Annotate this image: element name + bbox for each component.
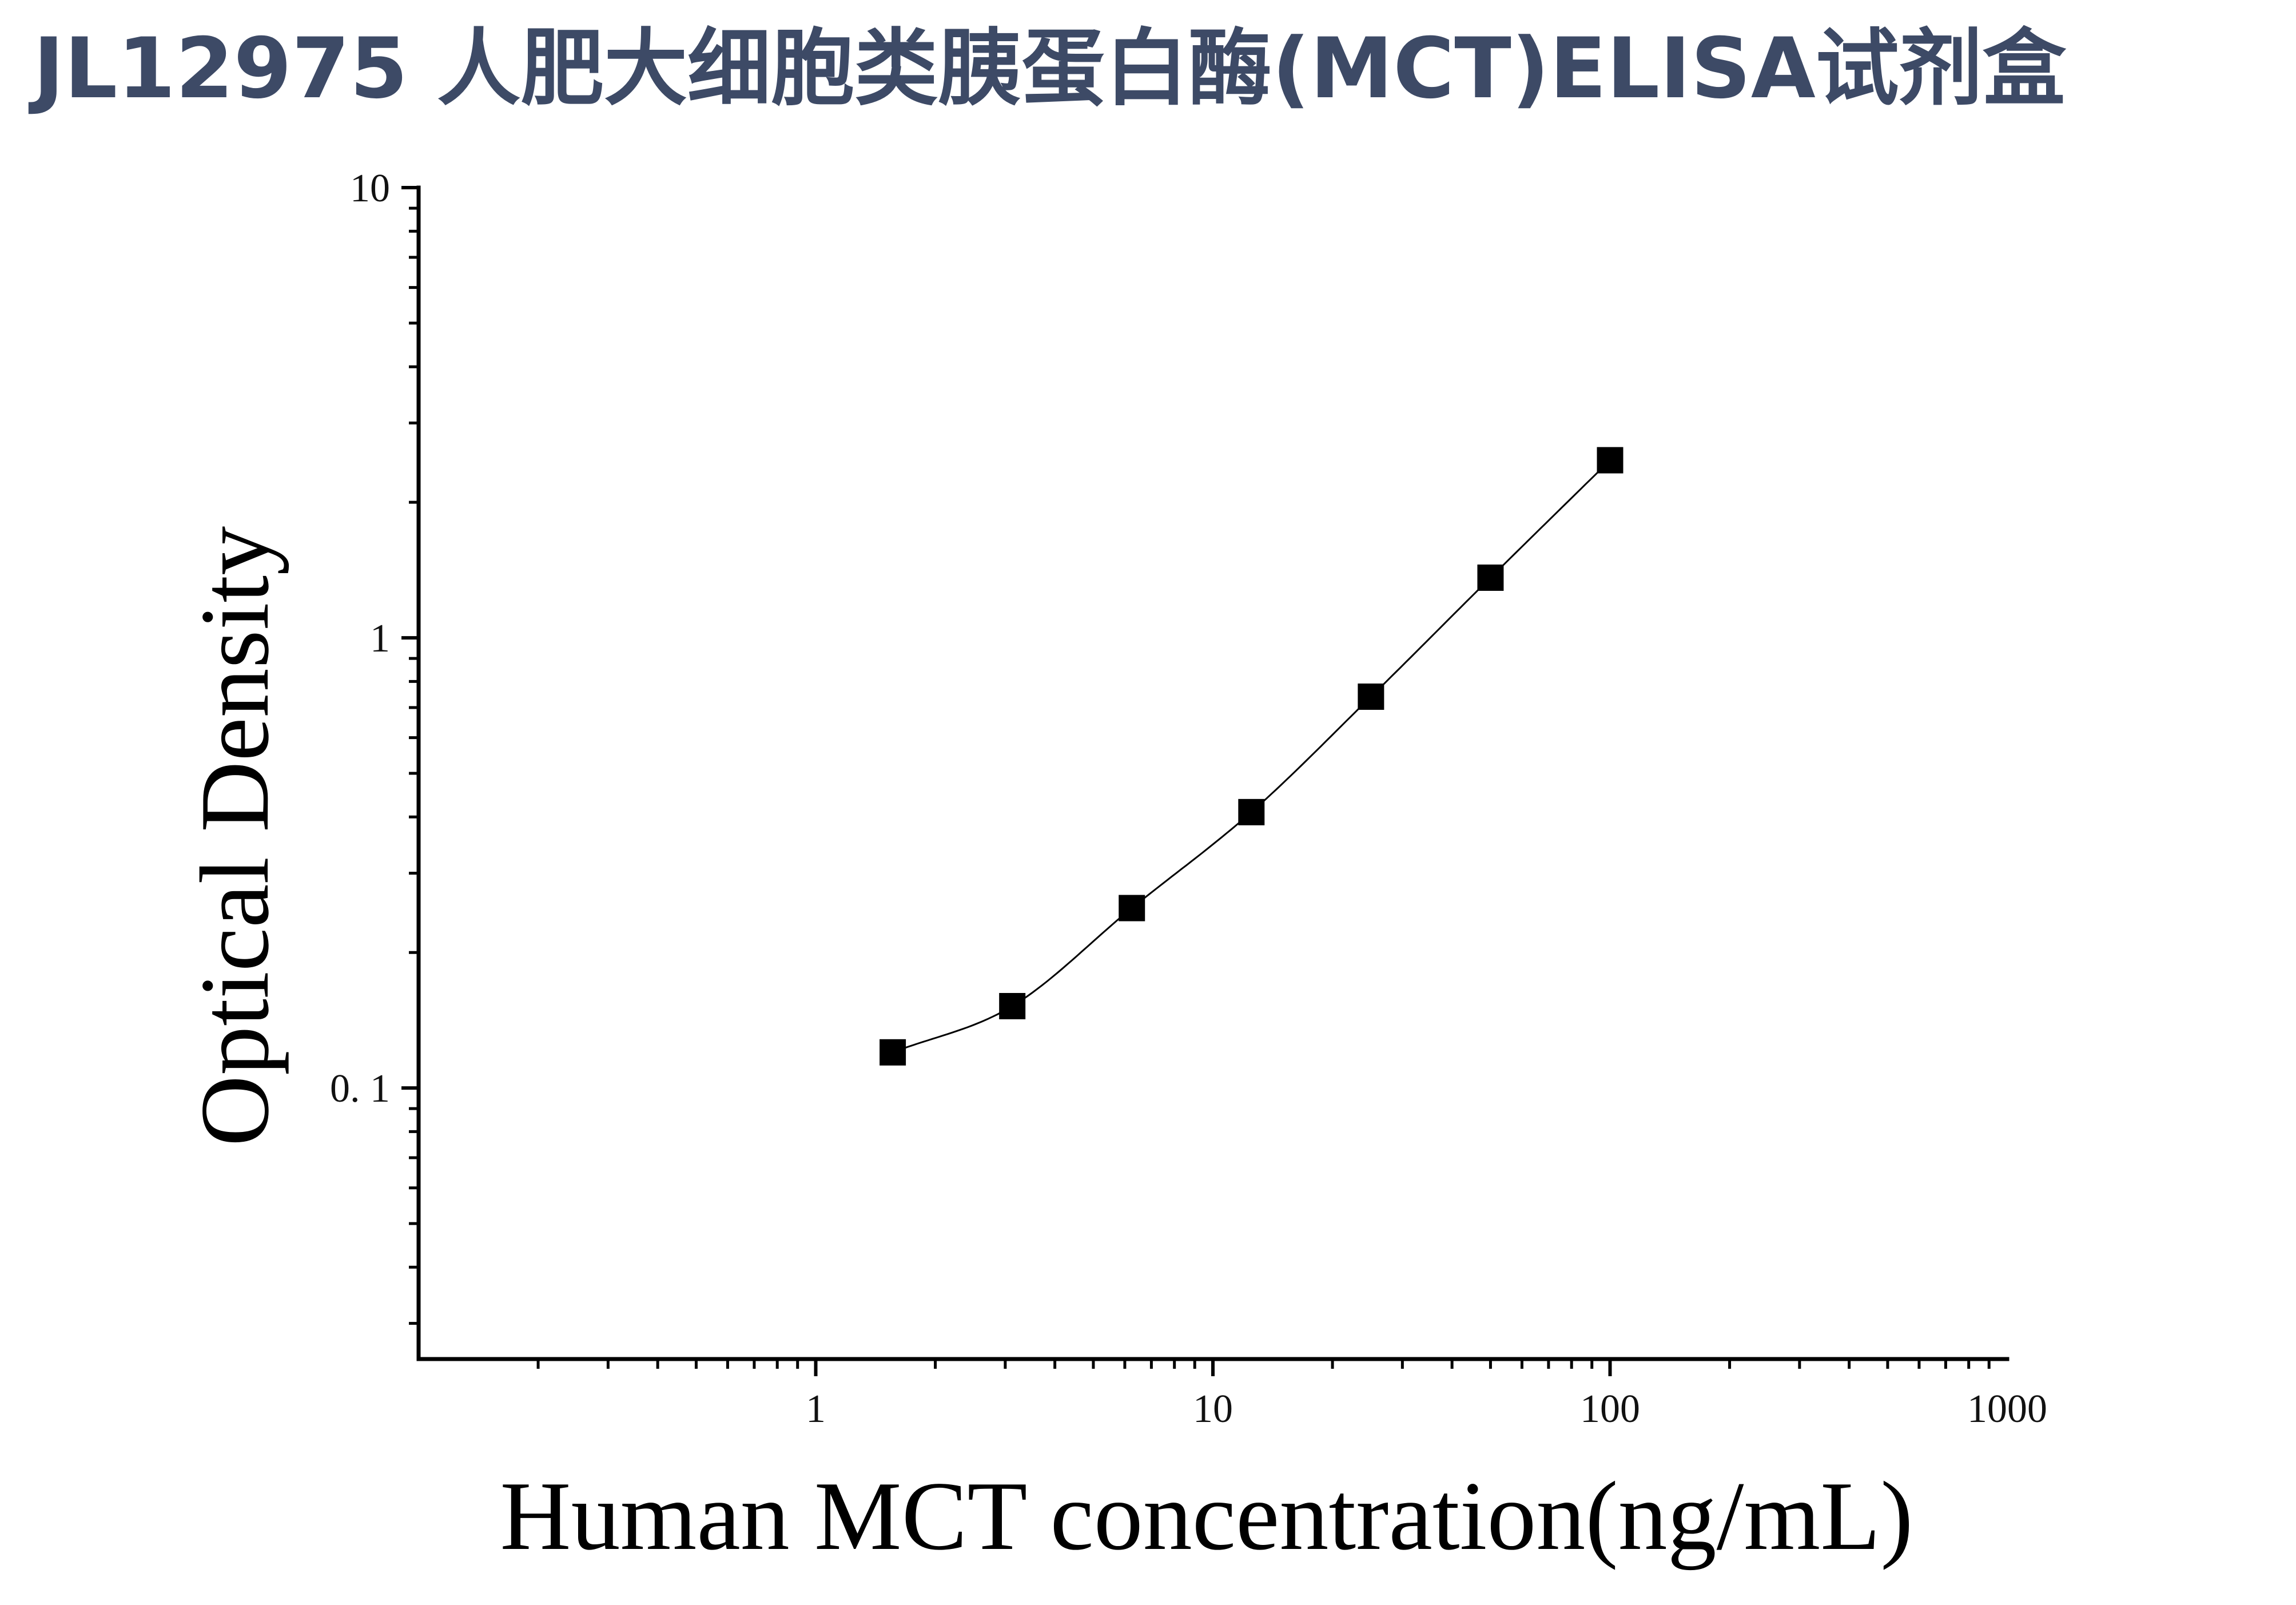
x-tick-label: 1000 [1967,1387,2047,1431]
axes [416,185,2010,1361]
x-axis-title: Human MCT concentration(ng/mL) [500,1462,1913,1571]
y-tick-label: 10 [350,166,390,210]
x-tick-label: 10 [1193,1387,1233,1431]
y-tick-label: 0. 1 [330,1067,390,1111]
x-tick-label: 100 [1580,1387,1640,1431]
data-point-marker [1238,798,1265,825]
fit-curve [892,459,1611,1054]
axis-ticks [401,186,1991,1376]
y-axis-title: Optical Density [181,526,289,1146]
tick-labels: 1 10 100 1000 0. 1 1 10 [330,166,2047,1431]
fit-curve-layer [892,459,1611,1054]
data-point-marker [1358,683,1384,710]
y-tick-label: 1 [370,617,390,661]
x-tick-label: 1 [806,1387,826,1431]
data-points [880,447,1623,1066]
data-point-marker [1597,447,1623,474]
page-title: JL12975 人肥大细胞类胰蛋白酶(MCT)ELISA试剂盒 [33,20,2066,117]
data-point-marker [999,993,1026,1020]
data-point-marker [880,1039,906,1066]
data-point-marker [1119,895,1145,921]
data-point-marker [1477,564,1504,591]
